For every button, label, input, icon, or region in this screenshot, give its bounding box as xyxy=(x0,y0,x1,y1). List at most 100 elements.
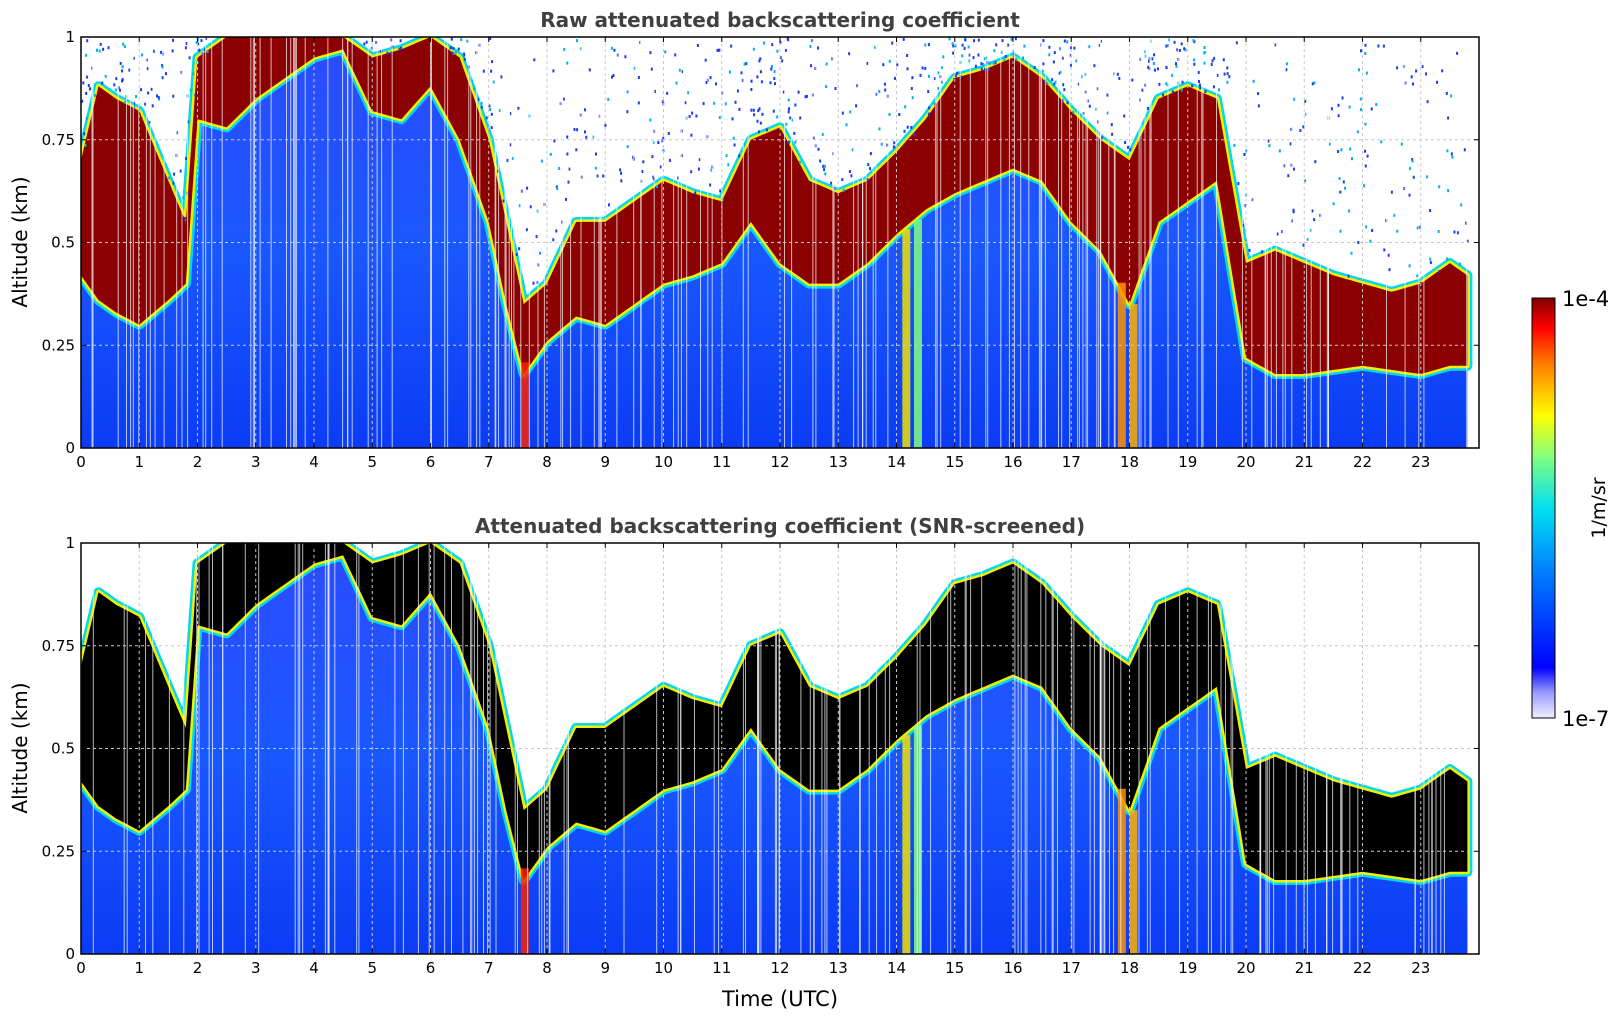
noise-pixel xyxy=(973,39,975,43)
noise-pixel xyxy=(1110,123,1113,127)
noise-pixel xyxy=(690,170,693,174)
noise-pixel xyxy=(894,76,896,80)
noise-pixel xyxy=(750,79,753,83)
noise-pixel xyxy=(1181,80,1184,84)
noise-pixel xyxy=(1364,52,1367,55)
noise-pixel xyxy=(841,111,844,115)
data-gap-line xyxy=(1328,37,1329,448)
noise-pixel xyxy=(695,114,698,118)
noise-pixel xyxy=(1387,253,1390,257)
data-gap-line xyxy=(1266,37,1268,448)
data-gap-line xyxy=(1357,543,1359,954)
noise-pixel xyxy=(172,94,175,98)
noise-pixel xyxy=(1203,51,1206,54)
noise-pixel xyxy=(1211,59,1214,63)
noise-pixel xyxy=(810,64,812,68)
data-gap-line xyxy=(1008,37,1010,448)
noise-pixel xyxy=(1408,264,1411,268)
noise-pixel xyxy=(463,57,466,61)
noise-pixel xyxy=(206,50,209,54)
noise-pixel xyxy=(83,132,86,136)
x-tick-label: 13 xyxy=(829,959,848,977)
noise-pixel xyxy=(697,167,700,171)
noise-pixel xyxy=(1242,223,1244,227)
noise-pixel xyxy=(786,37,789,41)
noise-pixel xyxy=(1226,66,1229,70)
noise-pixel xyxy=(927,90,930,93)
noise-pixel xyxy=(906,67,909,71)
noise-pixel xyxy=(1197,71,1200,74)
noise-pixel xyxy=(1348,105,1351,109)
data-gap-line xyxy=(290,37,292,448)
noise-pixel xyxy=(928,74,930,78)
noise-pixel xyxy=(147,91,150,95)
noise-pixel xyxy=(825,85,828,89)
noise-pixel xyxy=(774,82,776,86)
noise-pixel xyxy=(753,113,756,117)
noise-pixel xyxy=(1370,107,1373,111)
noise-pixel xyxy=(779,40,782,44)
noise-pixel xyxy=(776,115,779,119)
noise-pixel xyxy=(1421,65,1424,68)
noise-pixel xyxy=(165,72,167,76)
noise-pixel xyxy=(592,135,595,139)
noise-pixel xyxy=(1069,63,1072,67)
data-gap-line xyxy=(1098,37,1100,448)
data-gap-line xyxy=(205,37,207,448)
noise-pixel xyxy=(128,68,131,72)
noise-pixel xyxy=(1285,62,1288,66)
noise-pixel xyxy=(761,112,764,116)
noise-pixel xyxy=(1426,175,1429,179)
noise-pixel xyxy=(1052,60,1055,64)
noise-pixel xyxy=(752,47,755,51)
noise-pixel xyxy=(1042,39,1045,43)
noise-pixel xyxy=(184,46,187,50)
noise-pixel xyxy=(745,62,748,66)
noise-pixel xyxy=(553,139,556,143)
noise-pixel xyxy=(1063,39,1066,43)
noise-pixel xyxy=(831,57,834,61)
noise-pixel xyxy=(824,172,827,176)
noise-pixel xyxy=(451,51,454,55)
noise-pixel xyxy=(750,88,753,91)
noise-pixel xyxy=(1330,107,1333,111)
noise-pixel xyxy=(709,76,712,80)
noise-pixel xyxy=(620,171,623,175)
noise-pixel xyxy=(797,90,800,94)
noise-pixel xyxy=(955,74,957,78)
noise-pixel xyxy=(1456,51,1459,55)
noise-pixel xyxy=(845,123,848,127)
data-gap-line xyxy=(919,543,921,954)
noise-pixel xyxy=(1213,56,1216,60)
data-gap-line xyxy=(1285,543,1287,954)
noise-pixel xyxy=(1093,64,1096,68)
noise-pixel xyxy=(1063,88,1066,92)
noise-pixel xyxy=(1463,148,1466,152)
data-gap-line xyxy=(498,37,500,448)
data-gap-line xyxy=(1232,543,1234,954)
noise-pixel xyxy=(624,55,627,59)
noise-pixel xyxy=(595,152,597,156)
noise-pixel xyxy=(1339,229,1342,233)
noise-pixel xyxy=(1010,37,1013,41)
noise-pixel xyxy=(203,48,206,52)
noise-pixel xyxy=(770,67,773,71)
noise-pixel xyxy=(1337,150,1340,153)
noise-pixel xyxy=(1418,225,1421,229)
noise-pixel xyxy=(511,156,514,160)
data-gap-line xyxy=(433,543,435,954)
noise-pixel xyxy=(758,59,761,63)
noise-pixel xyxy=(961,54,964,58)
noise-pixel xyxy=(734,100,737,104)
noise-pixel xyxy=(1014,37,1017,41)
x-tick-label: 22 xyxy=(1353,959,1372,977)
noise-pixel xyxy=(793,131,796,135)
data-gap-line xyxy=(1028,37,1030,448)
noise-pixel xyxy=(1001,39,1004,43)
noise-pixel xyxy=(819,159,822,163)
noise-pixel xyxy=(904,105,907,109)
noise-pixel xyxy=(1357,241,1360,244)
noise-pixel xyxy=(162,52,165,56)
noise-pixel xyxy=(752,108,755,112)
